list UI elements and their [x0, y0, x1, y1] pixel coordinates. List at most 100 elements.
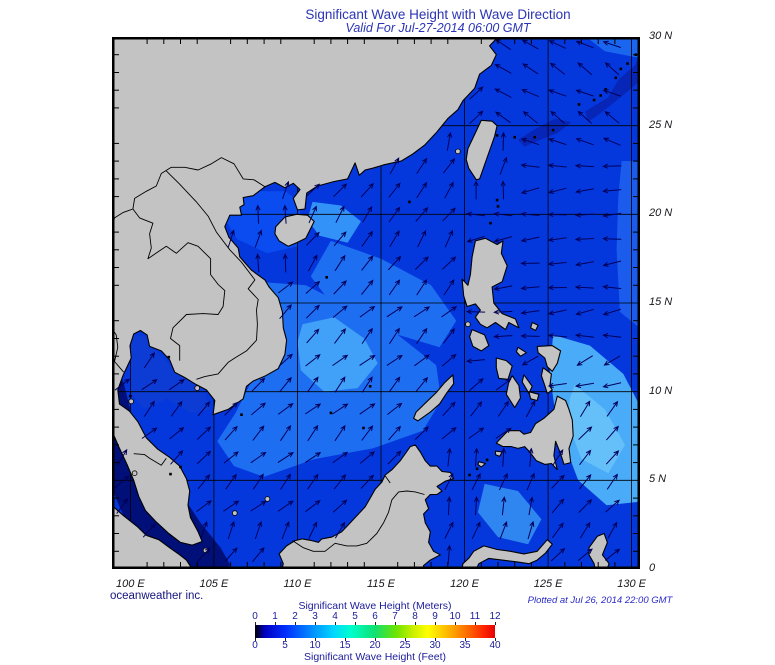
islet [408, 200, 411, 204]
notch [355, 622, 356, 625]
notch [435, 622, 436, 625]
land-luzon [461, 237, 520, 331]
islet [495, 198, 499, 202]
islet [592, 98, 596, 102]
meters-tick: 1 [272, 611, 278, 622]
lat-label-15n: 15 N [649, 296, 673, 308]
island [264, 496, 271, 502]
wave-patch-phil-east-lighter [568, 384, 625, 474]
meters-tick: 8 [412, 611, 418, 622]
land-sulawesi [461, 539, 553, 569]
notch [455, 622, 456, 625]
lat-label-5n: 5 N [649, 473, 667, 486]
notch [335, 622, 336, 625]
island [455, 148, 461, 155]
notch [395, 622, 396, 625]
feet-tick: 40 [489, 640, 501, 651]
notch [275, 622, 276, 625]
meters-tick: 6 [372, 611, 378, 622]
islet [604, 88, 607, 91]
meters-tick: 12 [489, 611, 501, 622]
wave-patch-right-strip [616, 161, 640, 329]
legend-meters-ticks: 0 1 2 3 4 5 6 7 8 9 10 11 12 [252, 611, 500, 622]
notch [415, 622, 416, 625]
notch [495, 638, 496, 641]
wave-patch-ryukyu-dark-1 [584, 54, 640, 123]
legend-title-feet: Significant Wave Height (Feet) [303, 651, 446, 663]
lon-label-100e: 100 E [116, 578, 145, 590]
lon-label-130e: 130 E [617, 578, 647, 590]
lon-label-115e: 115 E [367, 578, 395, 590]
plotted-timestamp: Plotted at Jul 26, 2014 22:00 GMT [527, 595, 673, 606]
islet [533, 135, 536, 139]
meters-tick: 0 [252, 611, 258, 622]
islet [513, 135, 516, 139]
legend-title-meters: Significant Wave Height (Meters) [298, 600, 452, 612]
feet-tick: 10 [309, 640, 321, 651]
lon-label-125e: 125 E [533, 578, 563, 590]
lat-label-10n: 10 N [649, 384, 673, 397]
island [128, 398, 135, 405]
islet [169, 472, 172, 476]
notch [375, 638, 376, 641]
wave-map [112, 37, 640, 569]
islet [240, 413, 243, 416]
land-palawan [413, 374, 455, 422]
notch [255, 638, 256, 641]
notch [345, 638, 346, 641]
colorbar [255, 625, 495, 638]
islet [599, 94, 602, 97]
country-border [133, 453, 167, 466]
feet-tick: 25 [399, 640, 411, 651]
land-mindanao [495, 395, 574, 471]
islet [362, 426, 365, 430]
islet [496, 205, 500, 208]
lat-label-20n: 20 N [649, 207, 673, 220]
land-basilan [494, 450, 503, 457]
islet [129, 394, 132, 398]
legend-feet-ticks: 0 5 10 15 20 25 30 35 40 [252, 640, 500, 651]
meters-tick: 2 [292, 611, 298, 622]
islet [619, 67, 623, 71]
land-panay [495, 357, 513, 380]
land-taiwan [465, 119, 498, 181]
notch [255, 622, 256, 625]
country-border [165, 170, 259, 380]
feet-tick: 15 [339, 640, 351, 651]
islet [179, 465, 182, 469]
land-hainan [274, 213, 315, 247]
island [194, 385, 200, 391]
feet-tick: 5 [282, 640, 288, 651]
wave-direction-arrows [114, 38, 622, 564]
lat-label-25n: 25 N [649, 118, 673, 131]
country-border [132, 208, 226, 361]
meters-tick: 9 [432, 611, 438, 622]
lat-label-30n: 30 N [649, 30, 673, 42]
notch [405, 638, 406, 641]
islet [495, 134, 499, 137]
page-title: Significant Wave Height with Wave Direct… [305, 7, 571, 22]
notch [295, 622, 296, 625]
oceanweather-credit: oceanweather inc. [110, 590, 204, 602]
wave-patch-gulf-thailand [128, 334, 211, 413]
feet-tick: 20 [369, 640, 381, 651]
country-border [112, 157, 266, 373]
lon-label-105e: 105 E [199, 578, 229, 590]
country-border [384, 475, 391, 484]
wave-patch-scs-light-ne [310, 240, 457, 348]
feet-tick: 0 [252, 640, 258, 651]
land-samar [536, 345, 562, 372]
wave-patch-strait-dark [112, 355, 231, 569]
meters-tick: 3 [312, 611, 318, 622]
land-jolo [477, 461, 486, 468]
notch [495, 622, 496, 625]
notch [375, 622, 376, 625]
feet-tick: 35 [459, 640, 471, 651]
wave-patch-topright-light [586, 37, 640, 58]
notch [475, 622, 476, 625]
islet [475, 467, 479, 471]
island [232, 510, 238, 516]
islet [489, 221, 492, 225]
